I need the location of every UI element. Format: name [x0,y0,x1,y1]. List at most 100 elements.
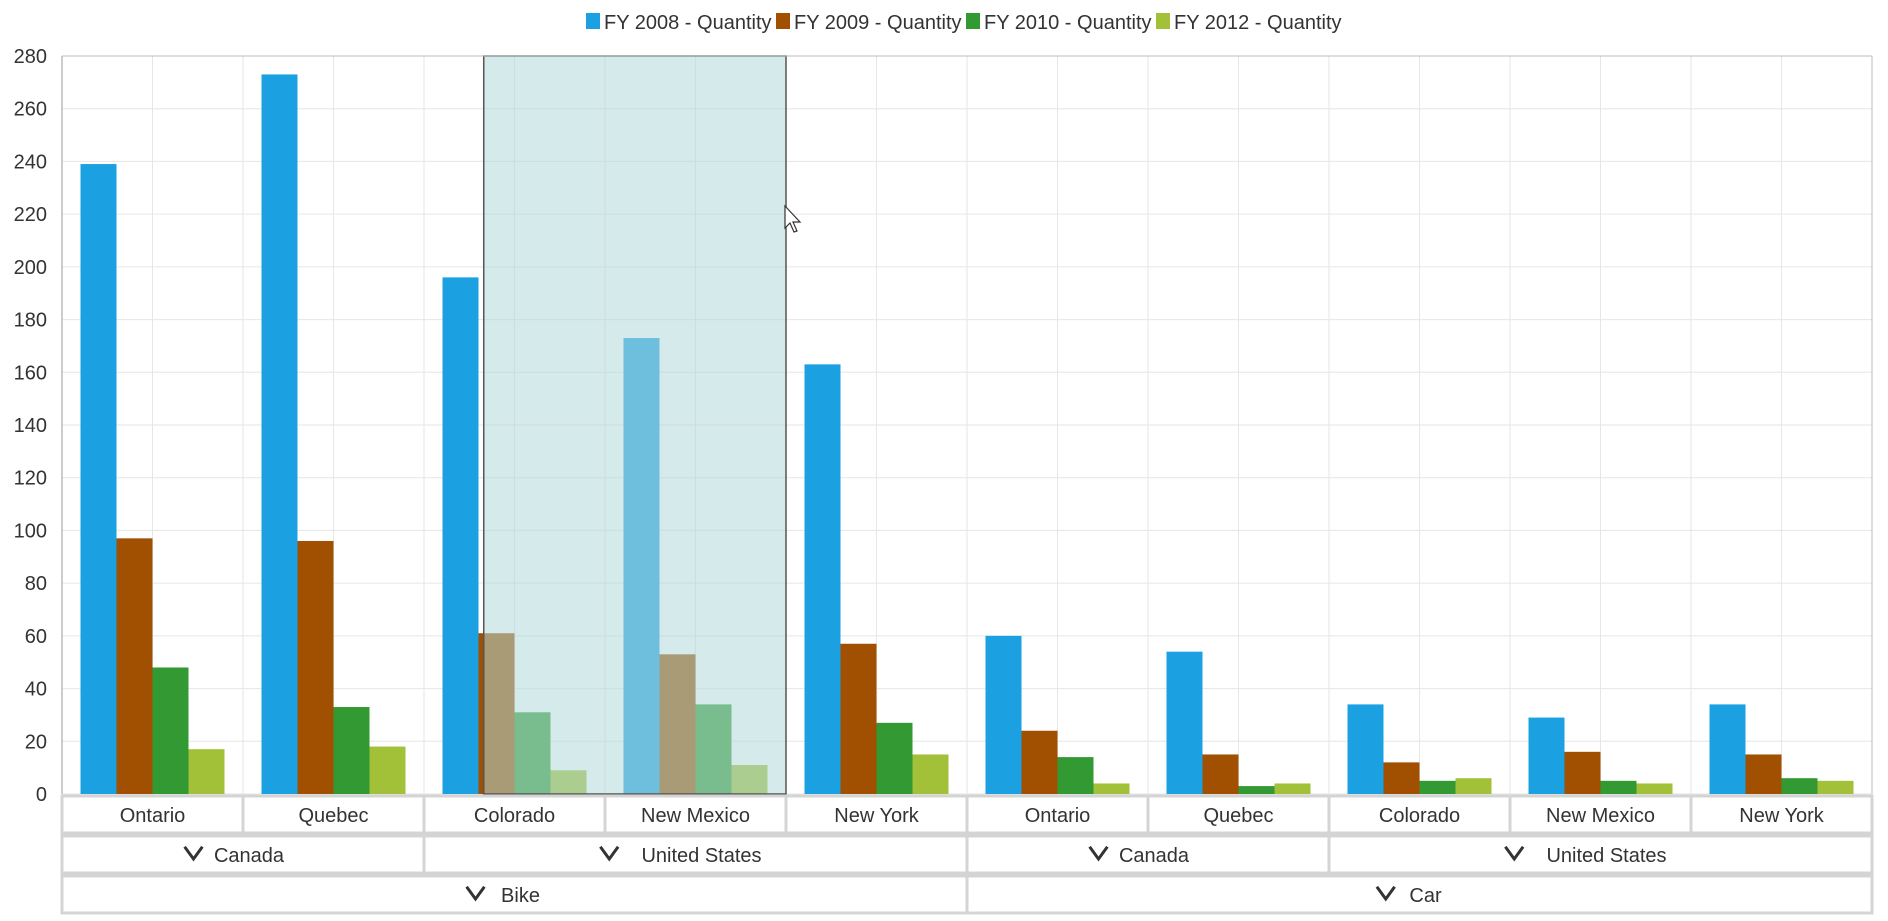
bar[interactable] [1564,751,1601,794]
bar[interactable] [1636,783,1673,794]
group-header-country[interactable]: United States [422,834,969,875]
bar[interactable] [1274,783,1311,794]
header-cell-bg [60,874,969,915]
x-tick-label: Quebec [1203,805,1273,827]
legend-swatch [776,13,790,29]
header-cell-bg [965,874,1874,915]
chevron-down-icon[interactable] [1504,845,1525,862]
x-category-cell[interactable]: Colorado [1327,794,1512,835]
x-category-cell[interactable]: Ontario [60,794,245,835]
group-header-label: Bike [501,885,540,907]
bar[interactable] [188,749,225,794]
bar[interactable] [261,74,298,794]
bar[interactable] [804,364,841,794]
legend-swatch [1156,13,1170,29]
group-header-country[interactable]: United States [1327,834,1874,875]
y-tick-label: 60 [25,626,47,648]
y-tick-label: 140 [14,415,47,437]
selection-region[interactable] [482,55,787,795]
legend-label: FY 2008 - Quantity [604,12,772,34]
x-category-cell[interactable]: Colorado [422,794,607,835]
bar[interactable] [1347,704,1384,794]
legend-label: FY 2012 - Quantity [1174,12,1342,34]
bar[interactable] [876,722,913,794]
x-category-cell[interactable]: Quebec [1146,794,1331,835]
legend-item[interactable]: FY 2012 - Quantity [1156,12,1342,34]
plot-frame [61,55,1873,794]
bar[interactable] [369,746,406,794]
x-tick-label: New Mexico [641,805,750,827]
x-tick-label: Ontario [120,805,186,827]
bar[interactable] [1166,651,1203,794]
bar[interactable] [1057,757,1094,794]
bar[interactable] [985,635,1022,794]
group-header-label: Car [1409,885,1442,907]
header-cell-bg [60,834,426,875]
bar[interactable] [1528,717,1565,794]
y-tick-label: 280 [14,46,47,68]
legend-item[interactable]: FY 2008 - Quantity [586,12,772,34]
group-header-country[interactable]: Canada [60,834,426,875]
bar[interactable] [152,667,189,794]
chevron-down-icon[interactable] [1088,845,1109,862]
group-header-label: Canada [1119,845,1190,867]
legend-label: FY 2009 - Quantity [794,12,962,34]
legend-swatch [966,13,980,29]
x-tick-label: Quebec [298,805,368,827]
y-tick-label: 20 [25,731,47,753]
legend-swatch [586,13,600,29]
y-tick-label: 120 [14,468,47,490]
bar[interactable] [1419,780,1456,794]
x-category-cell[interactable]: Ontario [965,794,1150,835]
group-header-country[interactable]: Canada [965,834,1331,875]
header-cell-bg [241,794,426,835]
x-axis: Ontario Quebec Colorado New Mexico New York O… [60,794,1874,915]
bar[interactable] [1817,780,1854,794]
bar[interactable] [840,643,877,794]
bar[interactable] [1238,786,1275,794]
x-category-cell[interactable]: New York [784,794,969,835]
group-header-label: Canada [214,845,285,867]
x-category-cell[interactable]: New York [1689,794,1874,835]
x-category-cell[interactable]: New Mexico [603,794,788,835]
bar[interactable] [912,754,949,794]
y-tick-label: 160 [14,362,47,384]
bar[interactable] [80,164,117,795]
header-cell-bg [1327,834,1874,875]
bar[interactable] [1093,783,1130,794]
chevron-down-icon[interactable] [183,845,204,862]
group-header-label: United States [1546,845,1666,867]
x-tick-label: Ontario [1025,805,1091,827]
y-axis: 0 20 40 60 80 100 120 140 160 180 200 220 240 260 280 [14,46,47,806]
bar[interactable] [1709,704,1746,794]
bar[interactable] [1600,780,1637,794]
group-header-product[interactable]: Car [965,874,1874,915]
bar[interactable] [1745,754,1782,794]
x-category-cell[interactable]: Quebec [241,794,426,835]
bar[interactable] [116,538,153,794]
legend: FY 2008 - Quantity FY 2009 - Quantity FY 2… [586,12,1342,34]
mouse-cursor-icon [784,204,802,233]
bar[interactable] [1021,730,1058,794]
selection-rect[interactable] [482,55,787,795]
bar[interactable] [1455,778,1492,794]
chevron-down-icon[interactable] [1375,885,1396,902]
chevron-down-icon[interactable] [465,885,486,902]
chevron-down-icon[interactable] [599,845,620,862]
header-cell-bg [784,794,969,835]
y-tick-label: 80 [25,573,47,595]
bar[interactable] [1383,762,1420,794]
legend-item[interactable]: FY 2010 - Quantity [966,12,1152,34]
y-tick-label: 180 [14,310,47,332]
bar[interactable] [1202,754,1239,794]
y-tick-label: 40 [25,679,47,701]
bar[interactable] [333,707,370,794]
bar[interactable] [442,277,479,794]
x-category-cell[interactable]: New Mexico [1508,794,1693,835]
group-header-product[interactable]: Bike [60,874,969,915]
bar[interactable] [297,540,334,794]
legend-item[interactable]: FY 2009 - Quantity [776,12,962,34]
y-tick-label: 240 [14,151,47,173]
header-cell-bg [603,794,788,835]
bar[interactable] [1781,778,1818,794]
